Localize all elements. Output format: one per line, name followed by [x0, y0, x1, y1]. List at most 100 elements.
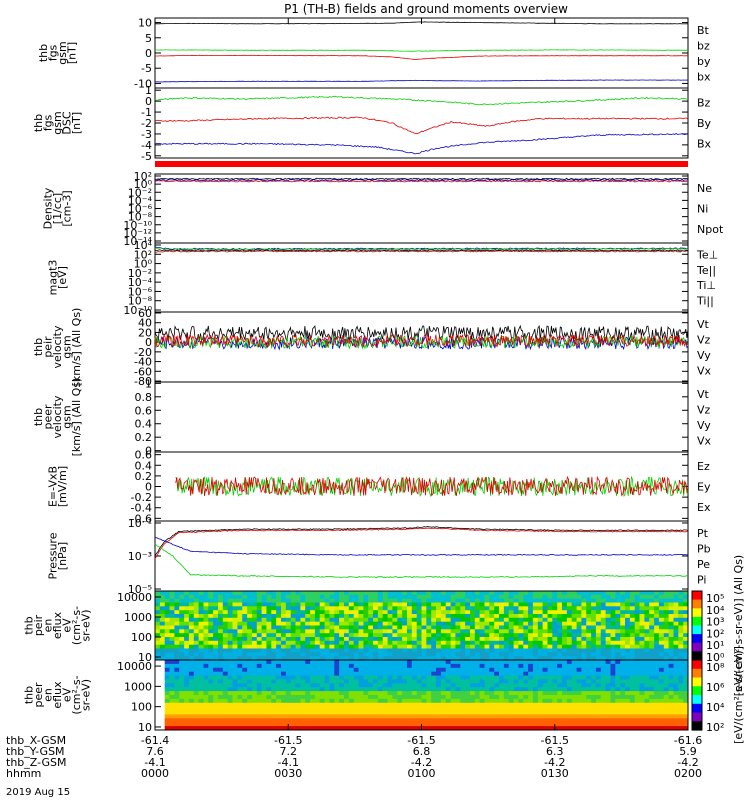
peir_spec-cell: [397, 648, 403, 653]
peer_spec-cell: [339, 691, 345, 696]
peer_spec-cell: [281, 726, 287, 731]
peir_spec-cell: [281, 652, 287, 657]
peir_spec-cell: [440, 652, 447, 657]
peer_spec-cell: [610, 667, 616, 673]
peir_spec-cell: [358, 606, 364, 611]
peer_spec-cell: [218, 706, 224, 712]
peer_spec-cell: [339, 706, 345, 712]
peer_vel-ylabel-line: [km/s] (All Qs): [70, 378, 83, 457]
peir_spec-cell: [523, 602, 529, 607]
peir_spec-cell: [169, 594, 175, 600]
peir_spec-cell: [256, 625, 263, 630]
peer_spec-cell: [678, 710, 684, 715]
peer_spec-cell: [271, 679, 277, 684]
peer_spec-cell: [276, 683, 282, 688]
peir_spec-cell: [489, 629, 495, 634]
peir_spec-cell: [251, 598, 258, 603]
peer_spec-cell: [654, 698, 660, 704]
peir_spec-cell: [164, 602, 170, 607]
peer_spec-cell: [484, 691, 490, 696]
peer_spec-cell: [242, 660, 248, 665]
peir_spec-cell: [373, 591, 379, 596]
peer_spec-cell: [610, 675, 616, 680]
peir_spec-cell: [392, 644, 398, 649]
peer_spec-cell: [576, 706, 582, 712]
peir_spec-cell: [295, 637, 301, 642]
peir_spec-cell: [329, 652, 335, 657]
peir_spec-cell: [595, 610, 602, 615]
efield-ytick-label: 0.4: [135, 459, 153, 472]
peir_spec-cell: [402, 606, 408, 611]
peir_spec-cell: [353, 594, 359, 600]
peer_spec-cell: [319, 710, 325, 715]
peir_spec-cell: [625, 640, 631, 646]
peer_spec-cell: [203, 698, 209, 704]
peir_spec-cell: [620, 617, 626, 623]
peir_spec-cell: [431, 629, 437, 634]
peer_spec-cell: [542, 695, 548, 700]
peir_spec-cell: [576, 617, 582, 623]
peer_spec-cell: [213, 663, 219, 669]
peir_spec-cell: [542, 594, 548, 600]
peer_spec-cell: [591, 722, 597, 727]
peir_vel-legend-0: Vt: [697, 318, 710, 331]
peir_spec-cell: [591, 614, 597, 619]
peir_spec-cell: [460, 614, 466, 619]
peer_spec-cell: [440, 660, 447, 665]
peir_spec-cell: [348, 602, 355, 607]
peir_spec-cell: [494, 640, 500, 646]
peer_spec-cell: [285, 691, 292, 696]
peer_spec-cell: [440, 714, 447, 719]
peer_spec-cell: [440, 702, 447, 708]
temp-ytick-label: 10⁰: [134, 258, 153, 271]
peer_spec-cell: [344, 687, 350, 692]
peer_spec-cell: [310, 698, 316, 704]
peir_spec-cell: [363, 648, 369, 653]
peir_spec-cell: [532, 640, 539, 646]
peir_spec-cell: [266, 637, 272, 642]
peir_spec-cell: [232, 617, 238, 623]
x-row-value: 0130: [541, 767, 569, 780]
peer_spec-cell: [300, 660, 306, 665]
peer_spec-cell: [576, 718, 582, 723]
peir_spec-cell: [465, 617, 471, 623]
peir_spec-cell: [450, 656, 456, 661]
peir_spec-cell: [431, 591, 437, 596]
peir_spec-cell: [174, 633, 180, 638]
peer_spec-cell: [513, 695, 519, 700]
peer_spec-cell: [503, 726, 510, 731]
peir_spec-cell: [581, 625, 587, 630]
peir_spec-cell: [673, 625, 679, 630]
peir_spec-cell: [261, 621, 267, 626]
peir_spec-cell: [532, 629, 539, 634]
peer_spec-cell: [445, 675, 451, 680]
x-row-value: -61.6: [674, 734, 702, 747]
peer_spec-cell: [208, 702, 214, 708]
peer_spec-ylabel-line: thb: [23, 686, 36, 704]
peir_spec-cell: [411, 617, 418, 623]
peer_spec-cell: [213, 718, 219, 723]
peir_spec-cell: [339, 598, 345, 603]
peir_spec-cell: [368, 625, 374, 630]
peir_spec-cell: [402, 591, 408, 596]
peir_spec-cell: [581, 637, 587, 642]
peir_spec-cell: [348, 625, 355, 630]
peir_spec-cell: [620, 637, 626, 642]
peir_spec-cell: [426, 617, 432, 623]
peer_spec-cell: [513, 710, 519, 715]
peer_spec-cell: [305, 663, 311, 669]
peer_spec-cell: [668, 698, 674, 704]
peer_spec-cell: [426, 702, 432, 708]
peer_spec-cell: [576, 710, 582, 715]
density-ylabel-line: [cm-3]: [61, 190, 74, 226]
peir_spec-cell: [218, 629, 224, 634]
peir_spec-cell: [547, 629, 553, 634]
peer_spec-cell: [644, 706, 650, 712]
peer_spec-cell: [421, 679, 427, 684]
peer_spec-cell: [348, 722, 355, 727]
peir_spec-cell: [499, 652, 505, 657]
peer_spec-cell: [300, 706, 306, 712]
peir_spec-cell: [363, 614, 369, 619]
temp-ytick-label: 10⁴: [134, 239, 153, 252]
peir_spec-cell: [222, 640, 229, 646]
